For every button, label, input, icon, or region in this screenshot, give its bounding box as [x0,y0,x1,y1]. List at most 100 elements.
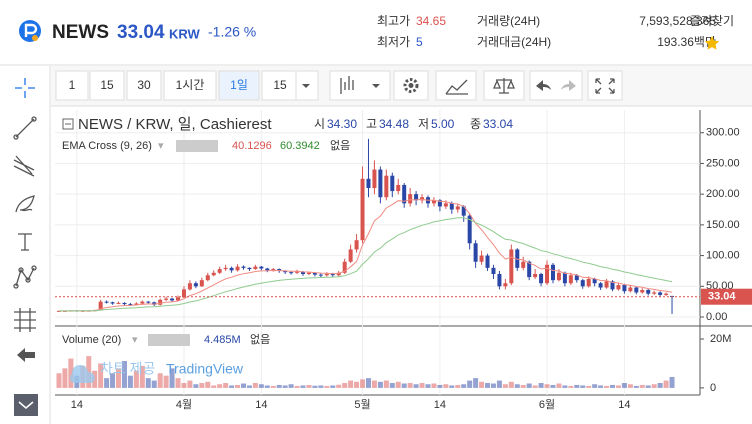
volume-bar [193,384,199,388]
candle-body [610,281,615,290]
interval-label[interactable]: 15 [273,78,287,92]
indicators-button[interactable] [435,70,477,101]
volume-bar [104,378,110,388]
interval-label[interactable]: 15 [100,78,114,92]
volume-bar [479,381,485,388]
interval-label[interactable]: 1시간 [176,78,205,92]
ohlc-value: 33.04 [483,117,513,131]
settings-button[interactable] [393,70,429,101]
volume-bar [175,378,181,388]
volume: 7,593,528.365 [639,14,716,28]
interval-button[interactable] [218,70,260,101]
crosshair-tool[interactable] [15,78,35,98]
favorite-star[interactable] [704,36,720,50]
candle-body [443,203,448,207]
x-tick-label: 14 [71,399,83,411]
candle-body [414,194,419,201]
candle-body [479,255,484,262]
volume-menu[interactable]: ▾ [132,334,138,346]
back-tool[interactable] [17,348,35,362]
prediction-tool[interactable] [14,308,36,332]
candle-body [176,297,181,301]
ema-name: EMA Cross (9, 26) [62,140,152,152]
candle-body [550,264,555,281]
volume-bar [627,384,633,388]
candle-body [604,281,609,288]
candle-body [568,275,573,284]
interval-label[interactable]: 30 [137,78,151,92]
volume-tick-label: 0 [710,382,716,394]
candle-body [301,271,306,275]
fullscreen-button[interactable] [587,70,623,101]
volume-bar [437,384,443,388]
candle-body [122,302,127,305]
header [0,0,752,65]
candle-body [539,274,544,284]
candle-body [110,302,115,304]
volume-bar [324,385,330,388]
ema-value: 40.1296 [232,140,272,152]
trend-line-tool[interactable] [13,116,37,140]
volume-bar [389,383,395,388]
ohlc-value: 5.00 [431,117,455,131]
collapse-legend[interactable] [62,118,74,130]
ohlc-label: 저 [418,117,429,131]
volume-bar [532,385,538,388]
collapse-button[interactable] [14,394,38,416]
volume-bar [657,383,663,388]
candle-body [628,287,633,292]
volume-bar [62,368,68,388]
brush-tool[interactable] [15,195,35,213]
volume-bar [264,385,270,388]
volume-bar [651,384,657,388]
candle-body [211,272,216,276]
volume-bar [133,370,139,388]
watermark-text: 차트 제공 [100,361,156,377]
volume-bar [520,384,526,388]
text-tool[interactable] [18,233,32,251]
change: -1.26 % [208,24,256,40]
fib-tool[interactable] [13,155,35,177]
volume-bar [258,384,264,388]
interval-label[interactable]: 1 [69,78,76,92]
interval-button[interactable] [163,70,217,101]
interval-button[interactable] [261,70,319,101]
x-tick-label: 4월 [176,398,192,411]
ema-controls[interactable] [176,140,218,152]
interval-button[interactable] [126,70,162,101]
ema-menu[interactable]: ▾ [158,140,164,152]
y-tick-label: 100.00 [706,249,740,261]
compare-button[interactable] [483,70,525,101]
ema-value: 60.3942 [280,140,320,152]
candle-body [104,301,109,303]
candle-body [527,261,532,278]
volume-bar [276,384,282,388]
volume-controls[interactable] [148,334,190,346]
candle-body [324,274,329,276]
volume-bar [383,380,389,388]
candle-body [205,275,210,281]
volume-bar [294,385,300,388]
chart-type-button[interactable] [329,70,391,101]
interval-dropdown[interactable] [302,84,310,88]
volume-bar [342,383,348,388]
y-tick-label: 250.00 [706,157,740,169]
logo-dot [32,35,38,41]
x-tick-label: 6월 [539,398,555,411]
candle-body [431,200,436,204]
chart-area [55,110,700,412]
interval-label[interactable]: 1일 [230,78,248,92]
candle-body [235,266,240,271]
volume-bar [145,378,151,388]
volume-bar [407,383,413,388]
undo-button[interactable] [529,70,583,101]
interval-button[interactable] [89,70,125,101]
volume-bar [199,383,205,388]
favorite-label[interactable]: 즐겨찾기 [690,14,734,28]
interval-button[interactable] [55,70,89,101]
candle-body [259,266,264,269]
pattern-tool[interactable] [13,265,37,289]
high-label: 최고가 [377,14,410,28]
volume-bar [318,385,324,388]
volume-bar [56,373,62,388]
